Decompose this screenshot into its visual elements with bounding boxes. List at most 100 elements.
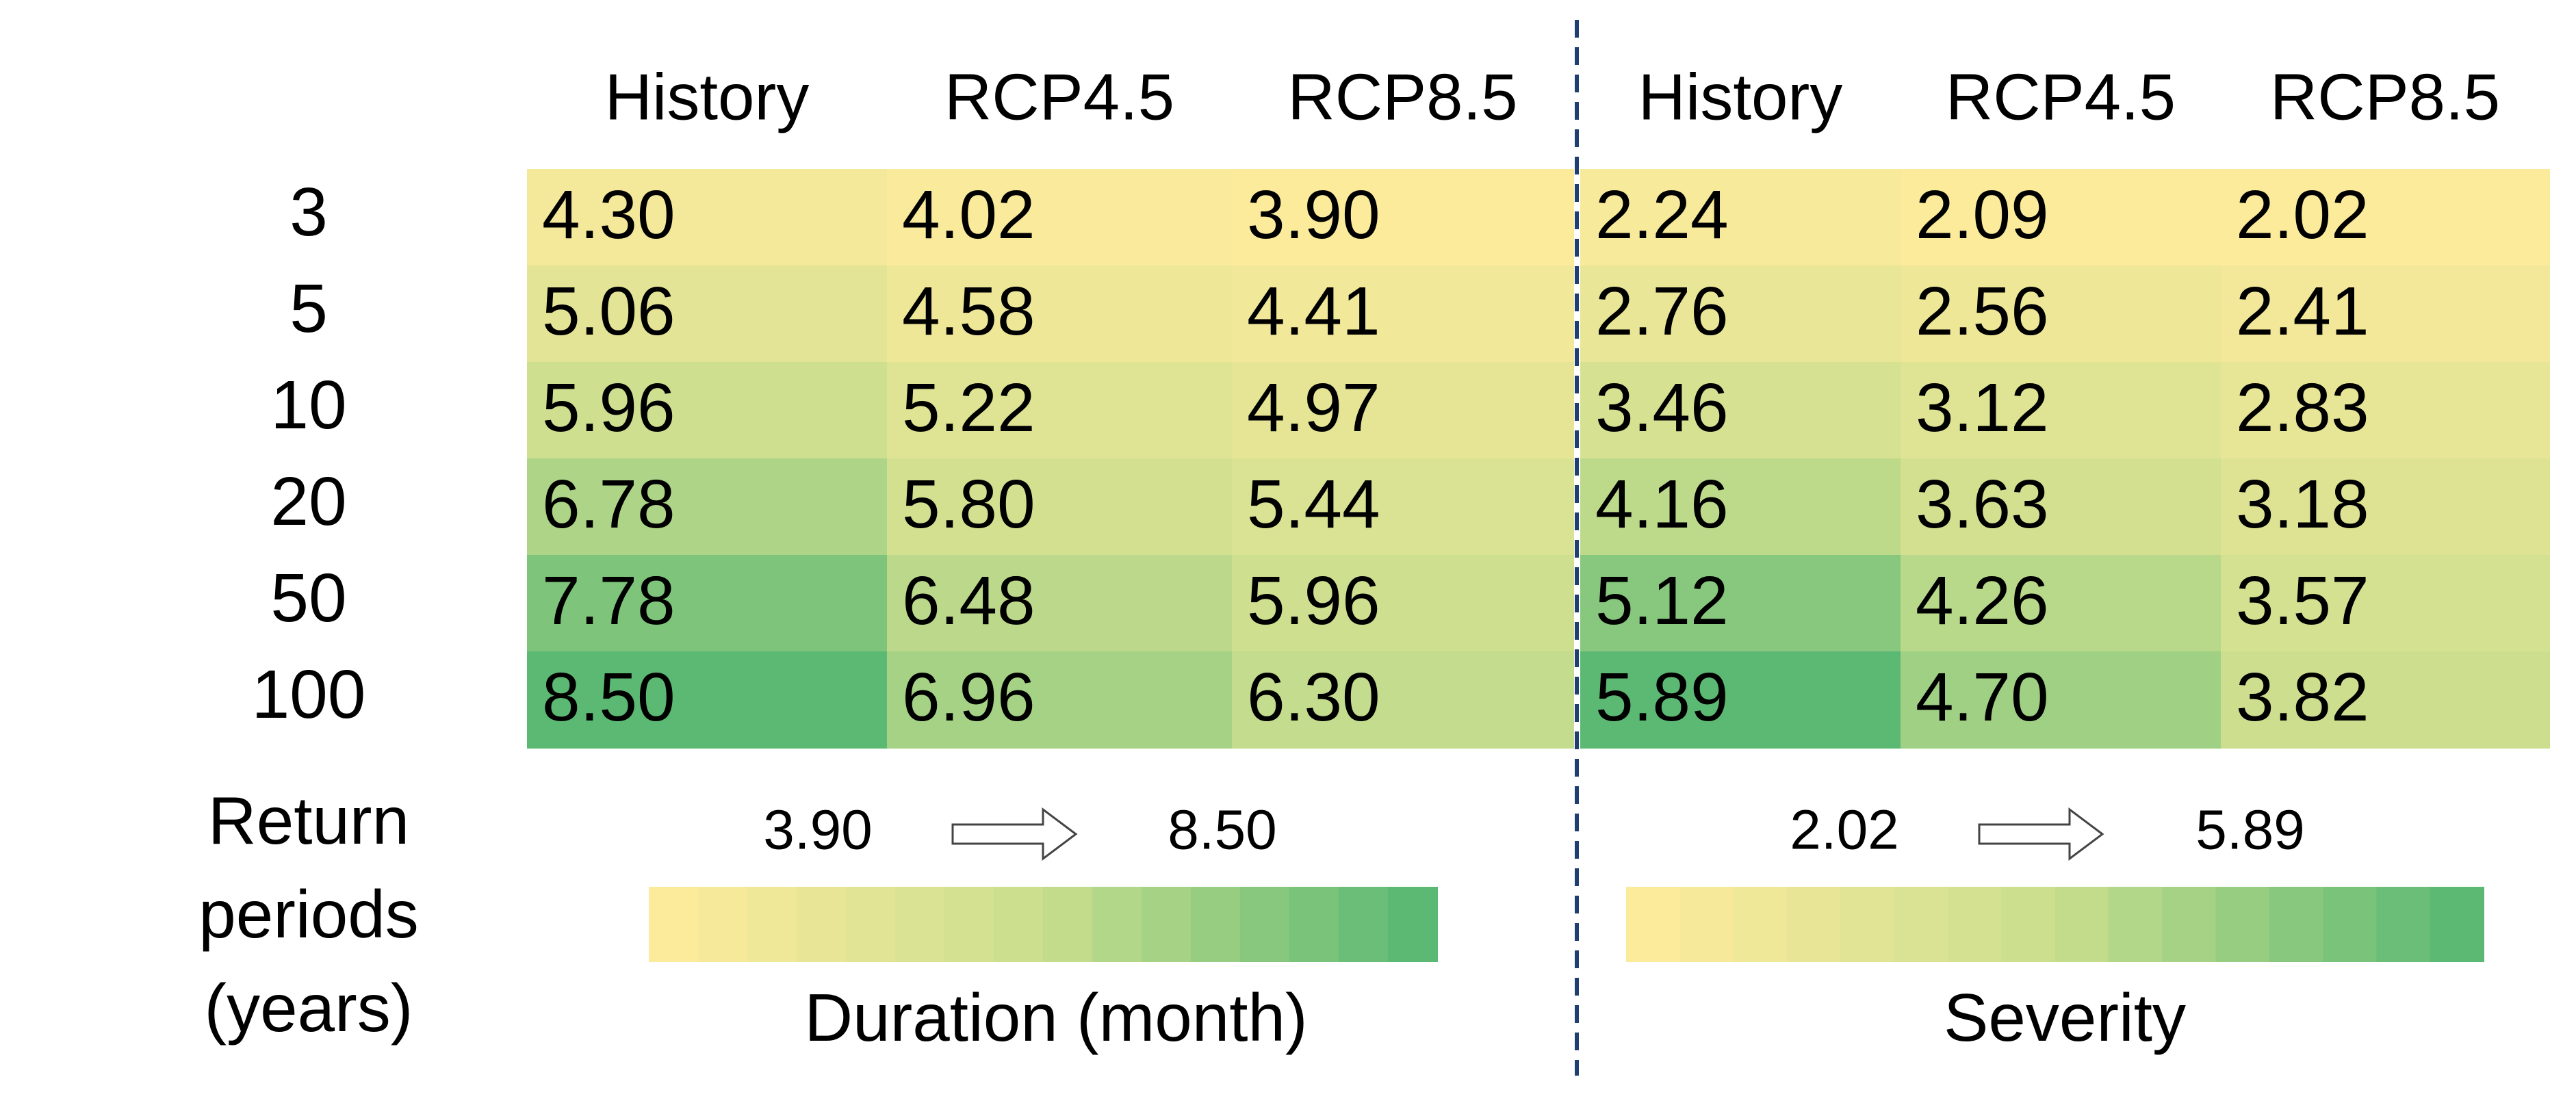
heat-cell bbox=[2221, 362, 2550, 459]
heat-cell bbox=[887, 362, 1233, 459]
heat-cell bbox=[1901, 651, 2221, 749]
cell-value: 3.63 bbox=[1916, 466, 2049, 543]
legend-max: 8.50 bbox=[1168, 799, 1277, 861]
heat-cell bbox=[2221, 555, 2550, 652]
column-header: RCP8.5 bbox=[1287, 60, 1517, 133]
heat-cell bbox=[1901, 169, 2221, 266]
heat-cell bbox=[1232, 555, 1574, 652]
arrow bbox=[951, 807, 2104, 861]
cell-value: 6.30 bbox=[1247, 659, 1380, 736]
cell-value: 6.96 bbox=[902, 659, 1035, 736]
cell-value: 4.26 bbox=[1916, 562, 2049, 639]
heat-cell bbox=[1580, 265, 1901, 363]
cell-value: 4.58 bbox=[902, 273, 1035, 350]
cell-value: 2.24 bbox=[1595, 177, 1729, 253]
cell-value: 3.18 bbox=[2236, 466, 2369, 543]
colorbar-segment bbox=[1894, 887, 1948, 962]
cell-value: 4.16 bbox=[1595, 466, 1729, 543]
heat-cell bbox=[527, 651, 888, 749]
heat-cell bbox=[1580, 362, 1901, 459]
heat-cell bbox=[1901, 362, 2221, 459]
column-header: History bbox=[605, 60, 810, 133]
heat-cell bbox=[527, 265, 888, 363]
heat-cell bbox=[1901, 265, 2221, 363]
heat-cell bbox=[2221, 651, 2550, 749]
heat-cell bbox=[887, 265, 1233, 363]
row-header: Return bbox=[208, 783, 409, 858]
heat-cell bbox=[2221, 265, 2550, 363]
colorbar-segment bbox=[1289, 887, 1339, 962]
cell-value: 7.78 bbox=[542, 562, 675, 639]
colorbar-segment bbox=[1733, 887, 1788, 962]
cell-value: 3.82 bbox=[2236, 659, 2369, 736]
colorbar-segment bbox=[1947, 887, 2002, 962]
heat-cell bbox=[2221, 458, 2550, 556]
colorbar-segment bbox=[2162, 887, 2217, 962]
cell-value: 2.83 bbox=[2236, 369, 2369, 446]
cell-value: 4.97 bbox=[1247, 369, 1380, 446]
colorbar-segment bbox=[2055, 887, 2109, 962]
cell-value: 4.41 bbox=[1247, 273, 1380, 350]
colorbar-segment bbox=[2215, 887, 2270, 962]
cell-value: 5.89 bbox=[1595, 659, 1729, 736]
colorbar-segment bbox=[1339, 887, 1389, 962]
heat-cell bbox=[1232, 169, 1574, 266]
cell-value: 5.22 bbox=[902, 369, 1035, 446]
cell-value: 4.30 bbox=[542, 177, 675, 253]
heat-cell bbox=[1232, 651, 1574, 749]
colorbar-segment bbox=[1043, 887, 1093, 962]
heat-cell bbox=[887, 458, 1233, 556]
cell-value: 2.02 bbox=[2236, 177, 2369, 253]
colorbar-segment bbox=[1240, 887, 1290, 962]
return-period: 100 bbox=[252, 656, 366, 733]
heat-cell bbox=[2221, 169, 2550, 266]
heat-cell bbox=[887, 555, 1233, 652]
heat-cell bbox=[887, 169, 1233, 266]
colorbar-segment bbox=[2269, 887, 2324, 962]
colorbar-segment bbox=[944, 887, 994, 962]
cell-value: 3.90 bbox=[1247, 177, 1380, 253]
cell-value: 6.48 bbox=[902, 562, 1035, 639]
cell-value: 5.96 bbox=[542, 369, 675, 446]
colorbar-segment bbox=[1626, 887, 1681, 962]
cell-value: 3.57 bbox=[2236, 562, 2369, 639]
heat-cell bbox=[527, 458, 888, 556]
colorbar-segment bbox=[1679, 887, 1734, 962]
colorbar-segment bbox=[895, 887, 945, 962]
colorbar-segment bbox=[797, 887, 847, 962]
cell-value: 5.06 bbox=[542, 273, 675, 350]
colorbar-segment bbox=[1786, 887, 1842, 962]
heat-cell bbox=[527, 555, 888, 652]
colorbar-segment bbox=[2001, 887, 2056, 962]
colorbar-segment bbox=[1092, 887, 1142, 962]
legend-min: 2.02 bbox=[1790, 799, 1899, 861]
heat-cell bbox=[887, 651, 1233, 749]
legend-title: Severity bbox=[1944, 980, 2186, 1055]
heat-cell bbox=[527, 362, 888, 459]
cell-value: 2.56 bbox=[1916, 273, 2049, 350]
legend-title: Duration (month) bbox=[804, 980, 1307, 1055]
colorbar-segment bbox=[846, 887, 896, 962]
colorbar-segment bbox=[747, 887, 797, 962]
return-period: 20 bbox=[270, 463, 346, 540]
heat-cell bbox=[1580, 555, 1901, 652]
return-period: 50 bbox=[270, 560, 346, 636]
colorbar-segment bbox=[2323, 887, 2378, 962]
cell-value: 2.76 bbox=[1595, 273, 1729, 350]
heat-cell bbox=[1580, 458, 1901, 556]
return-period: 3 bbox=[289, 174, 328, 250]
row-header: (years) bbox=[205, 970, 413, 1046]
heat-cell bbox=[1580, 169, 1901, 266]
cell-value: 3.46 bbox=[1595, 369, 1729, 446]
cell-value: 5.44 bbox=[1247, 466, 1380, 543]
colorbar-segment bbox=[2430, 887, 2484, 962]
legend-min: 3.90 bbox=[763, 799, 873, 861]
column-header: RCP4.5 bbox=[944, 60, 1174, 133]
colorbar-segment bbox=[698, 887, 748, 962]
colorbar-segment bbox=[1388, 887, 1438, 962]
cell-value: 4.70 bbox=[1916, 659, 2049, 736]
colorbar-segment bbox=[1142, 887, 1192, 962]
heat-cell bbox=[1232, 265, 1574, 363]
colorbar-segment bbox=[2376, 887, 2431, 962]
